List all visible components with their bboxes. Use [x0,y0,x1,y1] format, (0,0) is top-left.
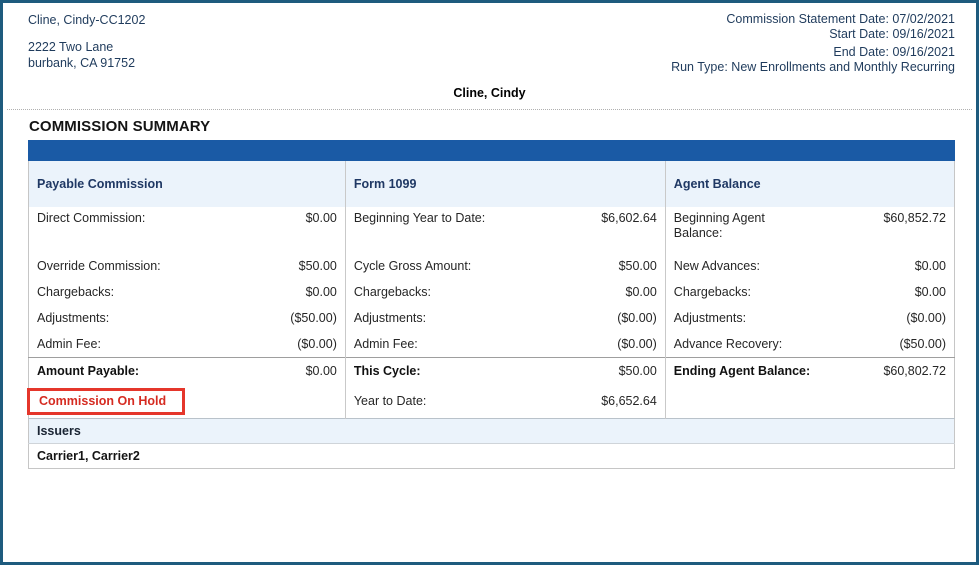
column-header-agent-balance: Agent Balance [664,161,955,207]
row-label: Chargebacks: [664,279,832,305]
amount-payable-value: $0.00 [224,357,346,384]
row-value: $0.00 [305,285,337,299]
row-value: $0.00 [914,259,946,273]
commission-summary-title: COMMISSION SUMMARY [29,118,211,135]
row-label: Direct Commission: [37,211,146,225]
statement-meta-block: Commission Statement Date: 07/02/2021 St… [671,12,955,75]
summary-title-bar [28,140,955,161]
issuers-header: Issuers [28,418,955,444]
agent-name-code: Cline, Cindy-CC1202 [28,13,146,27]
this-cycle-value: $50.00 [538,357,666,384]
row-label: Adjustments: [37,311,110,325]
summary-section: COMMISSION SUMMARY Payable Commission Fo… [3,110,976,469]
dotted-separator [7,109,972,110]
table-row: Adjustments: ($50.00) Adjustments: ($0.0… [29,305,955,331]
hold-and-ytd-row: Commission On Hold Year to Date: $6,652.… [27,384,955,419]
commission-on-hold-cell: Commission On Hold [27,384,346,419]
ending-agent-balance-label: Ending Agent Balance: [664,357,832,384]
agent-address-block: Cline, Cindy-CC1202 2222 Two Lane burban… [28,12,145,75]
column-header-row: Payable Commission Form 1099 Agent Balan… [28,161,955,207]
row-value: ($0.00) [906,311,946,325]
commission-summary-table: Payable Commission Form 1099 Agent Balan… [27,161,955,469]
row-label: New Advances: [664,253,832,279]
row-label: Chargebacks: [37,285,115,299]
row-label: Adjustments: [344,305,539,331]
column-header-form-1099: Form 1099 [344,161,666,207]
row-label: Adjustments: [664,305,832,331]
row-value: ($50.00) [899,337,946,351]
row-value: ($50.00) [290,311,337,325]
year-to-date-value: $6,652.64 [601,394,657,408]
row-label: Cycle Gross Amount: [344,253,539,279]
this-cycle-label: This Cycle: [344,357,539,384]
row-value: $50.00 [298,259,337,273]
row-label: Admin Fee: [344,331,539,358]
letterhead: Cline, Cindy-CC1202 2222 Two Lane burban… [3,3,976,75]
table-row: Override Commission: $50.00 Cycle Gross … [29,253,955,279]
empty-cell [664,384,955,419]
row-value: $6,602.64 [601,211,657,225]
row-value: ($0.00) [297,337,337,351]
row-label: Advance Recovery: [664,331,832,358]
centered-agent-name: Cline, Cindy [453,86,526,100]
column-header-payable-commission: Payable Commission [28,161,346,207]
row-value: ($0.00) [617,337,657,351]
row-label: Beginning Year to Date: [344,207,539,253]
row-value: $50.00 [618,259,657,273]
end-date: End Date: 09/16/2021 [833,45,955,59]
row-value: $0.00 [305,211,337,225]
commission-statement-date: Commission Statement Date: 07/02/2021 [726,12,955,26]
row-label-text: Beginning Agent Balance: [673,211,765,240]
row-value: $60,852.72 [883,211,946,225]
row-value: $0.00 [914,285,946,299]
issuers-header-row: Issuers [28,418,955,444]
row-label: Beginning Agent Balance: [664,207,832,253]
row-value: $0.00 [625,285,657,299]
row-label: Override Commission: [37,259,161,273]
commission-on-hold-badge: Commission On Hold [27,387,186,415]
table-row: Admin Fee: ($0.00) Admin Fee: ($0.00) Ad… [29,331,955,358]
table-row: Direct Commission: $0.00 Beginning Year … [29,207,955,253]
table-row: Chargebacks: $0.00 Chargebacks: $0.00 Ch… [29,279,955,305]
issuers-value: Carrier1, Carrier2 [28,443,955,469]
row-label: Chargebacks: [344,279,539,305]
ending-agent-balance-value: $60,802.72 [831,357,955,384]
start-date: Start Date: 09/16/2021 [829,27,955,41]
amount-payable-label: Amount Payable: [28,357,225,384]
totals-row: Amount Payable: $0.00 This Cycle: $50.00… [28,357,955,384]
address-line-2: burbank, CA 91752 [28,56,136,70]
year-to-date-label: Year to Date: [344,384,539,419]
run-type: Run Type: New Enrollments and Monthly Re… [671,60,955,74]
row-label: Admin Fee: [37,337,101,351]
address-line-1: 2222 Two Lane [28,40,114,54]
row-value: ($0.00) [617,311,657,325]
issuers-value-row: Carrier1, Carrier2 [28,443,955,469]
